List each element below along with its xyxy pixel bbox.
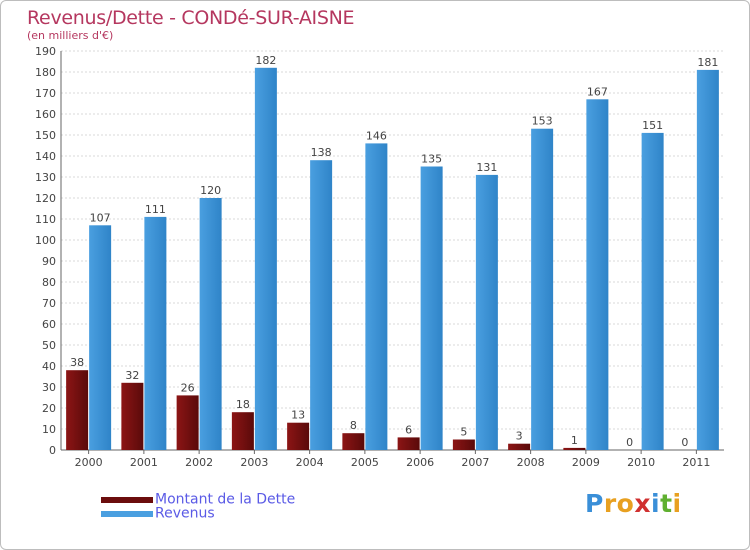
bar-revenus: [586, 99, 609, 451]
y-tick-label: 70: [42, 297, 56, 310]
logo-letter: r: [603, 489, 617, 518]
data-label: 107: [90, 211, 111, 224]
data-label: 120: [200, 184, 221, 197]
y-tick-label: 30: [42, 381, 56, 394]
bar-revenus: [696, 69, 719, 451]
x-tick-label: 2003: [240, 456, 268, 469]
data-label: 13: [291, 409, 305, 422]
y-tick-label: 110: [35, 213, 56, 226]
y-tick-label: 160: [35, 108, 56, 121]
data-label: 8: [350, 419, 357, 432]
data-label: 138: [311, 146, 332, 159]
bar-revenus: [89, 225, 112, 450]
data-label: 131: [476, 161, 497, 174]
data-label: 1: [571, 434, 578, 447]
bar-dette: [287, 422, 310, 450]
y-tick-label: 10: [42, 423, 56, 436]
y-tick-label: 150: [35, 129, 56, 142]
legend-item-revenus: Revenus: [101, 503, 215, 522]
bar-dette: [563, 447, 586, 450]
bar-dette: [176, 395, 199, 450]
bar-dette: [231, 412, 254, 450]
y-tick-label: 20: [42, 402, 56, 415]
logo-letter: i: [651, 489, 661, 518]
data-label: 32: [125, 369, 139, 382]
bar-dette: [121, 382, 144, 450]
x-tick-label: 2011: [682, 456, 710, 469]
data-label: 181: [697, 56, 718, 69]
bar-dette: [342, 433, 365, 450]
bar-revenus: [310, 160, 333, 450]
legend-label-revenus: Revenus: [155, 505, 215, 522]
y-tick-label: 50: [42, 339, 56, 352]
bar-revenus: [531, 128, 554, 450]
data-label: 18: [236, 398, 250, 411]
data-label: 3: [516, 430, 523, 443]
legend-swatch-dette: [101, 496, 153, 503]
y-tick-label: 120: [35, 192, 56, 205]
x-tick-label: 2002: [185, 456, 213, 469]
y-tick-label: 0: [49, 444, 56, 457]
data-label: 38: [70, 356, 84, 369]
data-label: 6: [405, 423, 412, 436]
data-label: 0: [626, 436, 633, 449]
data-label: 151: [642, 119, 663, 132]
x-tick-label: 2006: [406, 456, 434, 469]
y-tick-label: 190: [35, 45, 56, 58]
bar-dette: [508, 443, 531, 450]
chart-subtitle: (en milliers d'€): [27, 29, 114, 42]
y-tick-label: 90: [42, 255, 56, 268]
legend-label-dette: Montant de la Dette: [155, 491, 296, 508]
data-label: 5: [460, 426, 467, 439]
logo-letter: o: [616, 489, 635, 518]
x-tick-label: 2004: [296, 456, 324, 469]
data-label: 26: [181, 381, 195, 394]
bar-revenus: [420, 166, 443, 450]
x-tick-label: 2010: [627, 456, 655, 469]
data-label: 111: [145, 203, 166, 216]
bar-revenus: [254, 67, 277, 451]
legend-item-dette: Montant de la Dette: [101, 489, 295, 508]
data-label: 0: [681, 436, 688, 449]
x-tick-label: 2008: [517, 456, 545, 469]
data-label: 146: [366, 129, 387, 142]
y-tick-label: 170: [35, 87, 56, 100]
data-label: 182: [255, 54, 276, 67]
logo-letter: i: [672, 489, 682, 518]
x-tick-label: 2000: [75, 456, 103, 469]
legend-swatch-revenus: [101, 510, 153, 517]
y-tick-label: 140: [35, 150, 56, 163]
logo-letter: t: [660, 489, 673, 518]
proxiti-logo: Proxiti: [585, 489, 682, 518]
x-tick-label: 2007: [461, 456, 489, 469]
bar-revenus: [475, 174, 498, 450]
bar-revenus: [365, 143, 388, 450]
logo-letter: x: [634, 489, 651, 518]
data-label: 153: [532, 115, 553, 128]
bar-revenus: [641, 132, 664, 450]
bar-dette: [66, 370, 89, 450]
data-label: 167: [587, 85, 608, 98]
y-tick-label: 130: [35, 171, 56, 184]
y-tick-label: 40: [42, 360, 56, 373]
x-tick-label: 2001: [130, 456, 158, 469]
y-tick-label: 80: [42, 276, 56, 289]
logo-letter: P: [585, 489, 604, 518]
bar-revenus: [144, 216, 167, 450]
bar-dette: [452, 439, 475, 450]
bar-revenus: [199, 198, 222, 450]
y-tick-label: 180: [35, 66, 56, 79]
data-label: 135: [421, 153, 442, 166]
x-tick-label: 2009: [572, 456, 600, 469]
y-tick-label: 60: [42, 318, 56, 331]
bar-dette: [397, 437, 420, 450]
y-tick-label: 100: [35, 234, 56, 247]
x-tick-label: 2005: [351, 456, 379, 469]
chart-title: Revenus/Dette - CONDé-SUR-AISNE: [27, 7, 355, 29]
